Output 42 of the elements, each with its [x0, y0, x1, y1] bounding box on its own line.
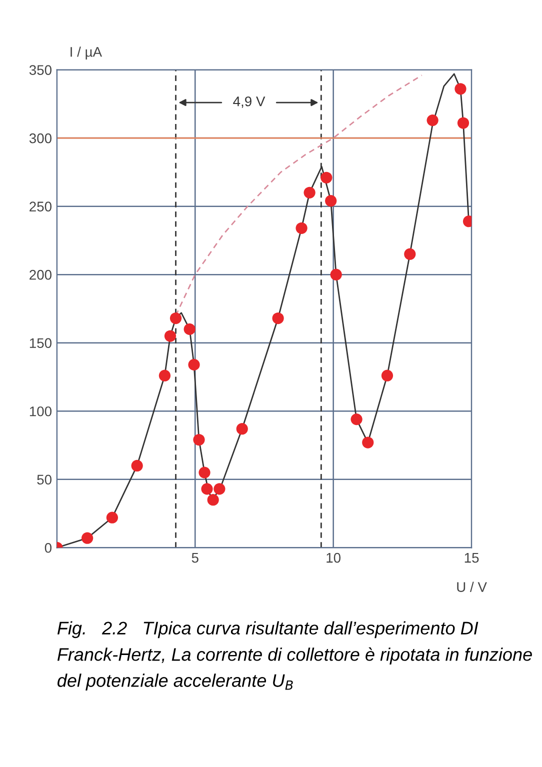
point	[457, 117, 470, 129]
point	[296, 222, 308, 234]
point	[158, 370, 171, 382]
y-tick-label: 150	[30, 338, 52, 348]
point	[207, 494, 219, 506]
y-axis-title: I / µA	[70, 46, 102, 60]
y-tick-label: 100	[30, 406, 52, 416]
point	[454, 83, 466, 95]
point	[214, 483, 226, 495]
point	[381, 370, 394, 382]
x-tick-label: 10	[326, 552, 341, 563]
point	[404, 248, 416, 260]
point	[188, 358, 200, 371]
point	[325, 195, 337, 207]
point	[304, 186, 316, 198]
y-tick-label: 300	[29, 133, 52, 144]
y-tick-label: 350	[29, 65, 52, 75]
x-tick-label: 5	[192, 553, 198, 563]
x-tick-label: 15	[464, 553, 479, 563]
point	[330, 268, 342, 280]
point	[131, 460, 143, 472]
annotation: 4,9 V	[233, 96, 266, 108]
point	[184, 323, 196, 336]
y-tick-label: 200	[30, 270, 52, 280]
point	[201, 483, 213, 495]
y-tick-label: 0	[44, 542, 52, 553]
point	[82, 532, 94, 544]
point	[362, 436, 374, 448]
point	[320, 172, 332, 184]
point	[193, 434, 205, 446]
y-tick-label: 50	[37, 474, 52, 485]
point	[106, 512, 118, 524]
point	[170, 312, 182, 324]
point	[164, 330, 176, 342]
point	[272, 312, 284, 324]
point	[236, 423, 248, 435]
x-axis-title: U / V	[457, 582, 487, 592]
point	[350, 413, 362, 426]
point	[426, 114, 438, 126]
y-tick-label: 250	[30, 202, 52, 212]
caption: Fig. 2.2 TIpica curva risultante dall’esperimento DI Franck-Hertz, La corrente di collettore è ripotata in funzione del potenziale accelerante U$_{B}$	[57, 621, 532, 691]
point	[198, 466, 210, 478]
